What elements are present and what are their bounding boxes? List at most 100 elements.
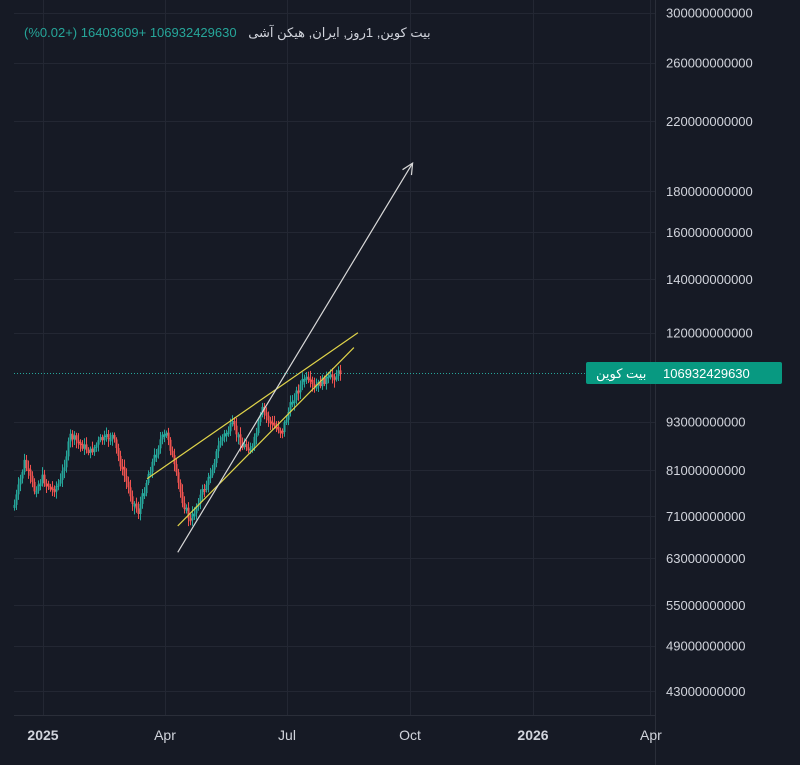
candle-body [141, 493, 144, 504]
candle-body [157, 448, 160, 455]
rising-wedge-lower-line[interactable] [177, 347, 355, 527]
candle-body [287, 411, 290, 420]
candle-body [279, 430, 282, 434]
candle-body [307, 376, 310, 380]
candle-body [33, 481, 36, 492]
candle-body [253, 436, 256, 446]
candle-body [137, 508, 140, 515]
price-tick-label: 160000000000 [666, 225, 753, 240]
last-price-label-bg [586, 362, 782, 384]
candle-body [117, 448, 120, 456]
candle-body [217, 445, 220, 452]
candle-body [283, 422, 286, 433]
candle-body [63, 467, 66, 471]
candle-body [313, 383, 316, 387]
price-tick-label: 120000000000 [666, 326, 753, 341]
candle-body [31, 475, 34, 482]
candle-body [53, 489, 56, 493]
candle-body [171, 450, 174, 456]
candle-body [259, 414, 262, 422]
candle-body [185, 507, 188, 511]
candle-body [41, 474, 44, 484]
candle-body [111, 434, 114, 439]
candle-body [167, 432, 170, 440]
candle-body [329, 374, 332, 378]
candle-body [297, 390, 300, 394]
candle-body [29, 469, 32, 476]
candle-body [25, 459, 28, 469]
candle-body [57, 483, 60, 487]
candle-body [335, 375, 338, 380]
rising-wedge-upper-line[interactable] [146, 332, 359, 480]
candle-body [15, 494, 18, 505]
candle-body [19, 478, 22, 485]
candle-body [221, 437, 224, 441]
chart-legend[interactable]: بیت کوین, 1روز, ایران, هیکن آشی 10693242… [24, 25, 443, 41]
candle-body [223, 433, 226, 438]
price-axis[interactable]: 300000000000 260000000000 220000000000 1800… [666, 6, 753, 699]
price-tick-label: 63000000000 [666, 551, 746, 566]
candle-body [95, 444, 98, 448]
candle-body [67, 441, 70, 457]
candle-body [37, 484, 40, 491]
candle-body [269, 420, 272, 424]
candle-body [143, 493, 146, 497]
candle-body [135, 503, 138, 509]
time-tick-label: 2025 [27, 727, 58, 743]
candle-body [123, 466, 126, 476]
last-price-label: بیت کوین 106932429630 [586, 362, 782, 384]
time-tick-label: Oct [399, 727, 421, 743]
time-axis[interactable]: 2025 Apr Jul Oct 2026 Apr [27, 727, 662, 743]
candle-body [339, 370, 342, 375]
candle-body [125, 475, 128, 482]
candle-body [219, 440, 222, 446]
candle-body [267, 415, 270, 421]
candle-body [169, 439, 172, 451]
candle-body [77, 440, 80, 444]
candle-body [47, 483, 50, 487]
candle-body [139, 503, 142, 515]
candle-body [231, 421, 234, 425]
candle-body [177, 472, 180, 483]
candle-body [187, 507, 190, 519]
price-tick-label: 300000000000 [666, 6, 753, 21]
candle-body [49, 486, 52, 490]
time-tick-label: Apr [154, 727, 176, 743]
candle-body [75, 435, 78, 441]
candle-body [55, 485, 58, 492]
candle-body [71, 433, 74, 440]
candle-body [45, 483, 48, 487]
candle-body [237, 434, 240, 438]
candle-body [201, 488, 204, 495]
candle-body [213, 463, 216, 470]
arrow-drawing[interactable] [177, 162, 414, 553]
price-tick-label: 71000000000 [666, 509, 746, 524]
candle-body [91, 448, 94, 453]
candle-body [97, 440, 100, 445]
candle-body [337, 370, 340, 376]
candle-body [81, 443, 84, 449]
candle-body [51, 487, 54, 491]
candle-body [89, 448, 92, 454]
legend-symbol[interactable]: بیت کوین, 1روز, ایران, هیکن آشی [248, 25, 431, 40]
drawings-layer[interactable] [146, 161, 414, 553]
candle-body [161, 434, 164, 440]
candle-body [113, 434, 116, 440]
candle-body [199, 494, 202, 504]
series-name-label: بیت کوین [596, 366, 646, 382]
last-price-value: 106932429630 [663, 366, 750, 381]
candle-body [277, 426, 280, 431]
candle-body [327, 375, 330, 379]
candle-body [291, 401, 294, 405]
candle-body [175, 464, 178, 473]
candle-body [159, 439, 162, 449]
candle-body [121, 466, 124, 470]
candle-body [247, 447, 250, 451]
candle-body [209, 475, 212, 479]
candle-body [109, 438, 112, 442]
candle-body [289, 402, 292, 412]
candle-body [155, 454, 158, 458]
candle-body [233, 421, 236, 426]
